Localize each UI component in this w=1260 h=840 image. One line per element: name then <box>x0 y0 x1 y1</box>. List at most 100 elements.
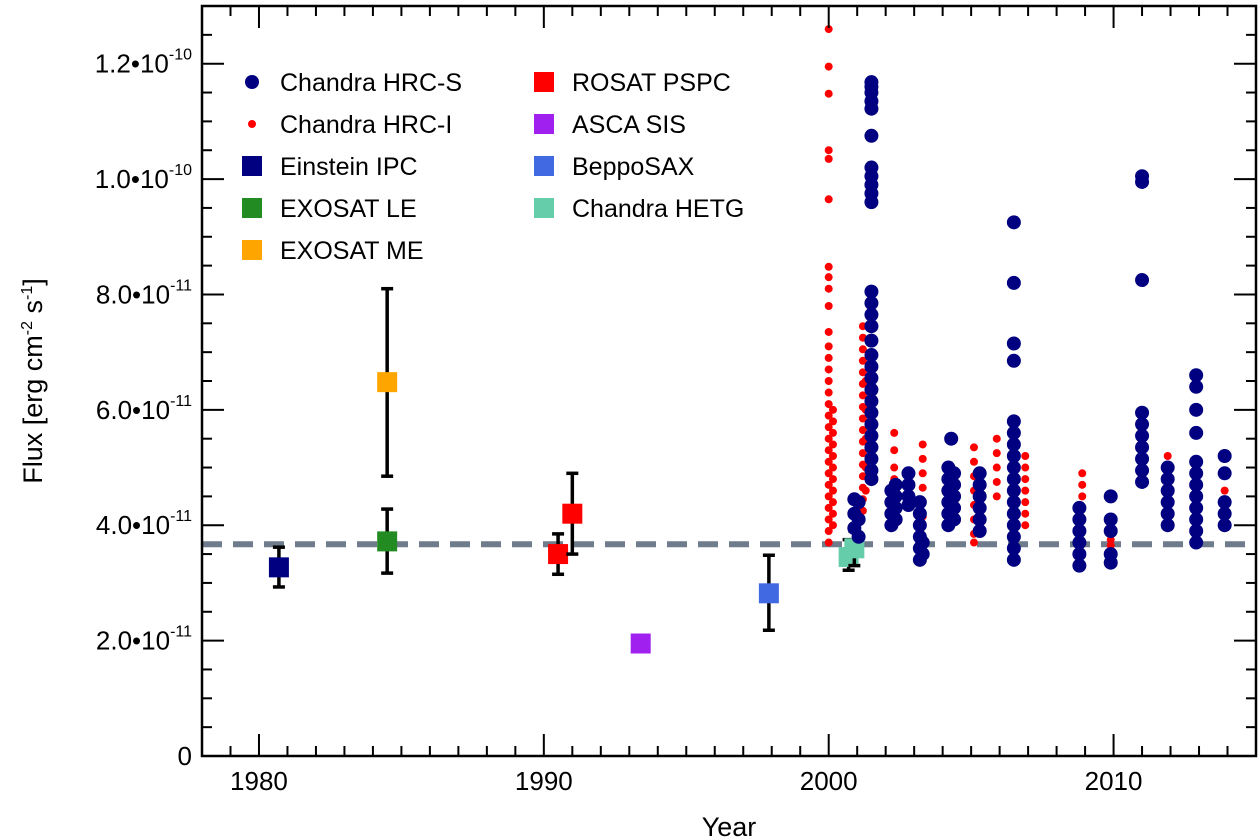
data-point-hrc-s <box>1135 405 1150 420</box>
data-point-hrc-s <box>1189 489 1204 504</box>
legend-label: Chandra HRC-S <box>280 69 462 97</box>
y-tick-mantissa: 1.0•10 <box>95 164 169 194</box>
data-point-hrc-s <box>1160 460 1175 475</box>
y-tick-mantissa: 1.2•10 <box>95 49 169 79</box>
data-point-hrc-i <box>1078 469 1087 478</box>
data-point-hrc-s <box>851 495 866 510</box>
data-point-square <box>268 557 289 578</box>
data-point-hrc-s <box>1072 524 1087 538</box>
legend-marker <box>534 198 554 218</box>
data-point-hrc-i <box>828 452 837 460</box>
y-tick-label: 1.0•10-10 <box>95 162 192 194</box>
data-point-hrc-s <box>944 431 959 446</box>
y-axis-title: Flux [erg cm-2 s-1] <box>18 278 48 484</box>
axis-tick-labels: 1980 1990 2000 201002.0•10-114.0•10-116.0•1… <box>95 47 1143 796</box>
data-point-hrc-s <box>888 477 903 492</box>
data-point-hrc-s <box>864 128 879 143</box>
data-point-hrc-s <box>851 529 866 544</box>
data-point-hrc-s <box>1189 477 1204 492</box>
data-point-hrc-s <box>1189 425 1204 440</box>
data-point-hrc-i <box>824 302 833 310</box>
y-tick-exponent: -11 <box>170 393 192 410</box>
data-point-hrc-s <box>1072 500 1087 515</box>
data-point-hrc-i <box>824 492 833 501</box>
data-point-hrc-i <box>1021 509 1030 518</box>
x-axis-title: Year <box>702 812 757 840</box>
data-point-hrc-i <box>824 262 833 271</box>
data-point-hrc-i <box>828 498 837 507</box>
legend-marker <box>534 156 554 176</box>
data-point-hrc-i <box>824 327 833 336</box>
legend-label: Chandra HETG <box>572 195 744 223</box>
data-point-hrc-s <box>1217 449 1232 463</box>
data-point-hrc-i <box>858 345 867 354</box>
data-point-hrc-s <box>947 512 962 527</box>
data-point-hrc-i <box>918 454 927 463</box>
data-point-hrc-i <box>824 515 833 524</box>
data-point-hrc-s <box>1006 541 1021 556</box>
data-point-hrc-s <box>864 359 879 374</box>
y-tick-mantissa: 6.0•10 <box>96 395 170 425</box>
data-point-hrc-s <box>1006 437 1021 452</box>
data-point-hrc-s <box>1006 275 1021 290</box>
legend-label: Chandra HRC-I <box>280 111 452 139</box>
data-point-hrc-i <box>1021 452 1030 460</box>
data-point-hrc-s <box>1006 552 1021 567</box>
data-point-hrc-i <box>824 434 833 443</box>
data-point-hrc-i <box>890 463 899 472</box>
data-point-hrc-i <box>824 480 833 489</box>
data-point-hrc-i <box>1021 486 1030 495</box>
data-point-hrc-i <box>890 428 899 437</box>
legend-label: ASCA SIS <box>572 111 686 139</box>
data-point-hrc-i <box>828 475 837 484</box>
data-point-hrc-s <box>901 477 916 492</box>
data-point-hrc-i <box>824 377 833 385</box>
data-point-hrc-s <box>972 524 987 538</box>
data-point-hrc-i <box>918 483 927 492</box>
data-point-hrc-i <box>1220 486 1229 495</box>
y-tick-label: 6.0•10-11 <box>96 393 192 425</box>
y-tick-label: 1.2•10-10 <box>95 47 192 79</box>
data-point-hrc-s <box>1006 425 1021 440</box>
legend-label: Einstein IPC <box>280 153 418 181</box>
data-point-hrc-s <box>864 296 879 311</box>
data-point-hrc-s <box>972 489 987 504</box>
data-point-hrc-s <box>1006 414 1021 429</box>
data-point-hrc-s <box>851 512 866 527</box>
data-point-hrc-i <box>890 446 899 455</box>
legend-marker <box>534 114 554 134</box>
data-point-hrc-s <box>1189 500 1204 515</box>
data-point-hrc-s <box>864 348 879 363</box>
data-point-hrc-s <box>1135 474 1150 489</box>
data-point-hrc-i <box>969 457 978 466</box>
y-tick-label: 2.0•10-11 <box>96 624 192 656</box>
data-point-hrc-s <box>888 500 903 515</box>
data-point-hrc-i <box>918 440 927 449</box>
data-point-hrc-s <box>1160 472 1175 487</box>
data-point-hrc-i <box>969 443 978 452</box>
data-point-hrc-s <box>1135 428 1150 443</box>
data-point-hrc-s <box>1189 368 1204 383</box>
data-point-hrc-s <box>1006 506 1021 521</box>
data-point-hrc-s <box>1160 483 1175 498</box>
data-point-hrc-s <box>1135 273 1150 288</box>
y-tick-label: 4.0•10-11 <box>96 508 192 540</box>
data-point-hrc-s <box>864 417 879 432</box>
data-point-square <box>548 544 569 565</box>
data-point-hrc-s <box>1006 529 1021 544</box>
data-point-hrc-i <box>824 365 833 374</box>
data-point-hrc-s <box>1217 518 1232 533</box>
data-point-hrc-i <box>969 538 978 547</box>
data-point-hrc-i <box>824 353 833 362</box>
legend-marker <box>248 120 256 128</box>
legend: Chandra HRC-S Chandra HRC-I Einstein IPC EX… <box>242 69 744 265</box>
data-point-hrc-s <box>912 495 927 510</box>
data-point-hrc-s <box>1135 417 1150 432</box>
data-point-hrc-s <box>1006 483 1021 498</box>
legend-label: EXOSAT LE <box>280 195 417 223</box>
data-point-hrc-s <box>915 535 930 550</box>
data-point-hrc-s <box>972 500 987 515</box>
legend-marker <box>242 156 262 176</box>
data-point-hrc-s <box>1189 454 1204 469</box>
data-point-hrc-i <box>824 195 833 204</box>
